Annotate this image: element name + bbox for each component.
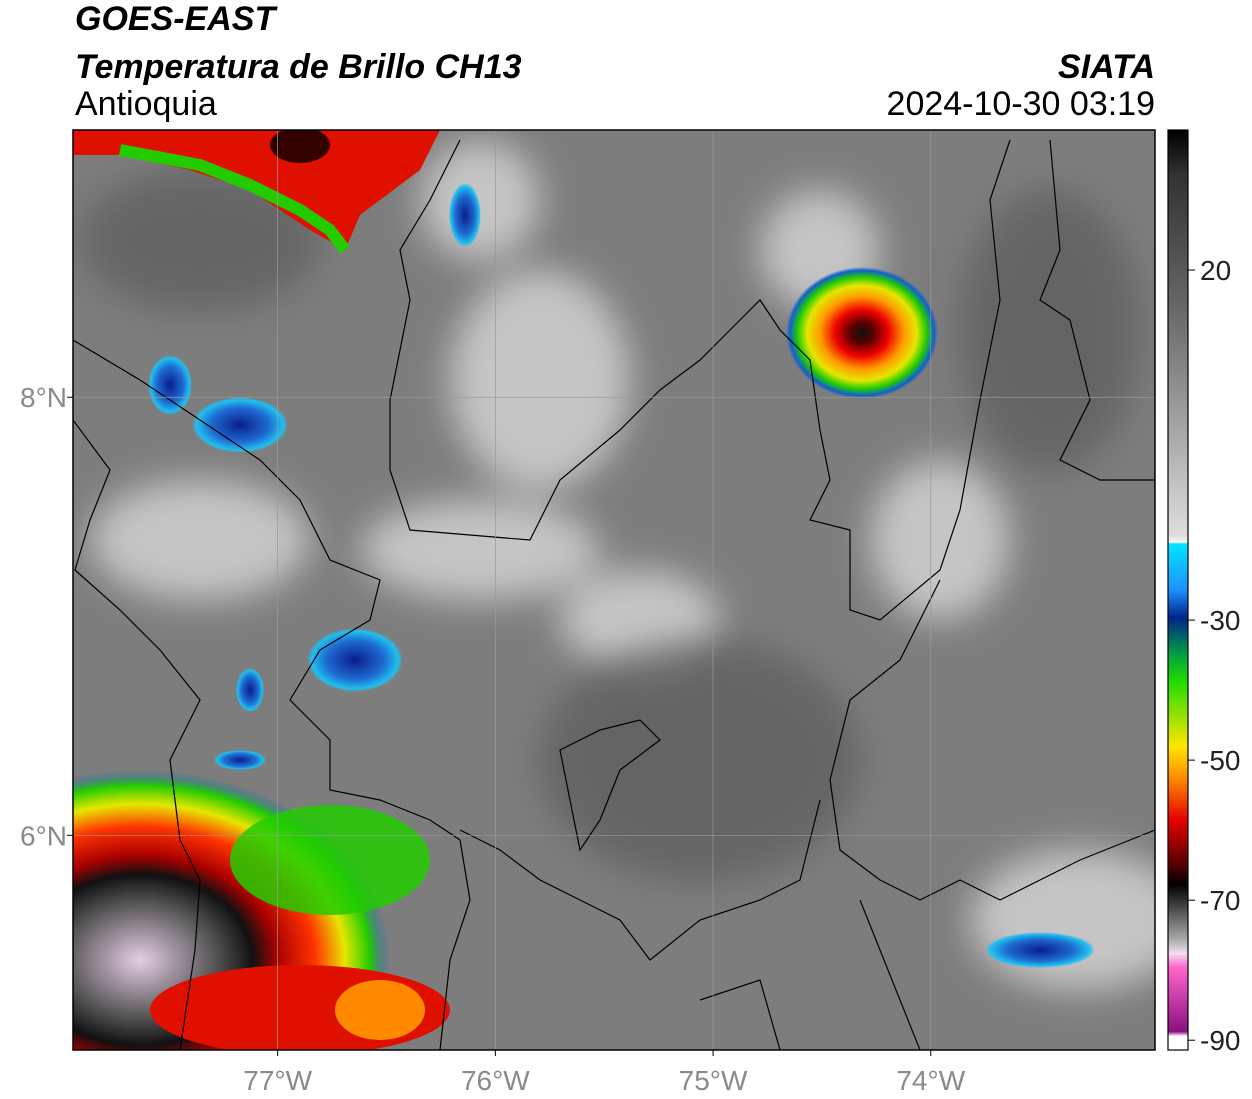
lat-label: 6°N bbox=[20, 820, 67, 851]
lon-label: 74°W bbox=[896, 1065, 965, 1096]
map-frame bbox=[72, 129, 1156, 1051]
colorbar-label: -30 bbox=[1200, 605, 1240, 636]
colorbar bbox=[1167, 129, 1189, 1051]
graticule bbox=[73, 130, 1155, 1050]
product: Temperatura de Brillo CH13 bbox=[75, 48, 522, 86]
colorbar-label: 20 bbox=[1200, 255, 1231, 286]
lon-label: 75°W bbox=[679, 1065, 748, 1096]
colorbar-label: -90 bbox=[1200, 1025, 1240, 1056]
colorbar-label: -50 bbox=[1200, 745, 1240, 776]
lon-label: 76°W bbox=[461, 1065, 530, 1096]
colorbar-label: -70 bbox=[1200, 885, 1240, 916]
datetime: 2024-10-30 03:19 bbox=[887, 85, 1155, 123]
agency: SIATA bbox=[1058, 48, 1155, 86]
region: Antioquia bbox=[75, 85, 217, 123]
map-image bbox=[73, 130, 1155, 1050]
lat-label: 8°N bbox=[20, 382, 67, 413]
lon-label: 77°W bbox=[243, 1065, 312, 1096]
satellite: GOES-EAST bbox=[75, 0, 278, 38]
